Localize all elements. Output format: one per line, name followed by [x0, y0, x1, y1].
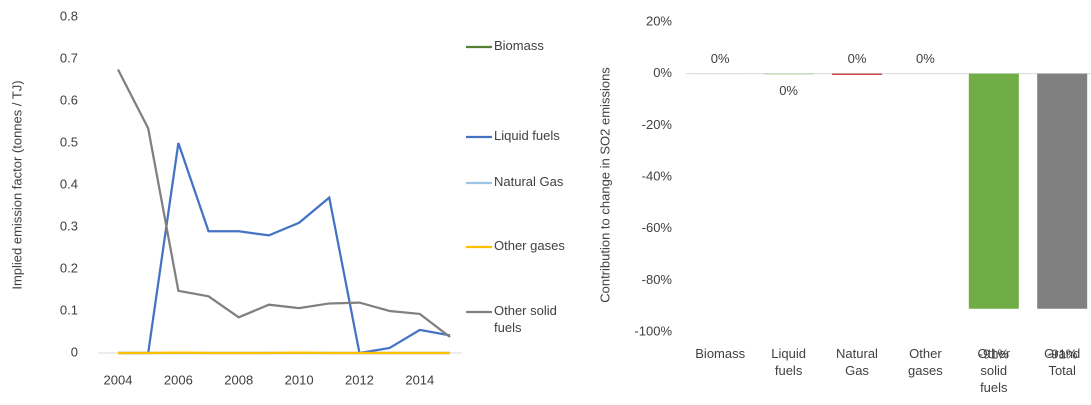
- legend-label: Liquid fuels: [494, 128, 560, 143]
- y-tick-label: -20%: [642, 117, 673, 132]
- x-tick-label: Grand Total: [1044, 346, 1080, 378]
- y-tick-label: 0.2: [60, 260, 78, 275]
- x-tick-label: 2014: [405, 372, 434, 387]
- x-tick-label: Natural Gas: [836, 346, 878, 378]
- legend-label: Biomass: [494, 38, 544, 53]
- line: [116, 68, 451, 338]
- bar: [763, 73, 814, 75]
- bar: [968, 73, 1019, 309]
- value-label: -91%: [1047, 346, 1078, 361]
- x-tick-label: Liquid fuels: [771, 346, 806, 378]
- legend-label: Natural Gas: [494, 174, 564, 189]
- value-label: -91%: [979, 346, 1010, 361]
- y-tick-label: 0.1: [60, 302, 78, 317]
- value-label: 0%: [916, 51, 935, 66]
- x-tick-label: Biomass: [695, 346, 745, 361]
- y-tick-label: -60%: [642, 220, 673, 235]
- value-label: 0%: [711, 51, 730, 66]
- y-tick-label: 0.4: [60, 176, 78, 191]
- y-tick-label: -40%: [642, 168, 673, 183]
- y-tick-label: -100%: [634, 323, 672, 338]
- x-tick-label: 2010: [285, 372, 314, 387]
- legend-label: Other solid fuels: [494, 303, 557, 335]
- y-axis-title: Implied emission factor (tonnes / TJ): [9, 80, 24, 289]
- x-tick-label: Other gases: [908, 346, 943, 378]
- y-tick-label: 0.7: [60, 50, 78, 65]
- y-tick-label: 0: [71, 344, 78, 359]
- y-tick-label: 0.6: [60, 92, 78, 107]
- bar: [1037, 73, 1088, 309]
- value-label: 0%: [848, 51, 867, 66]
- y-tick-label: 0.3: [60, 218, 78, 233]
- y-tick-label: 0.8: [60, 8, 78, 23]
- bar: [832, 73, 882, 75]
- legend-label: Other gases: [494, 238, 565, 253]
- y-axis-title: Contribution to change in SO2 emissions: [597, 67, 612, 303]
- value-label: 0%: [779, 83, 798, 98]
- x-tick-label: 2004: [104, 372, 133, 387]
- x-tick-label: 2006: [164, 372, 193, 387]
- y-tick-label: 20%: [646, 13, 672, 28]
- x-tick-label: 2012: [345, 372, 374, 387]
- y-tick-label: -80%: [642, 272, 673, 287]
- x-tick-label: Other solid fuels: [978, 346, 1011, 395]
- y-tick-label: 0.5: [60, 134, 78, 149]
- line: [118, 142, 451, 355]
- y-tick-label: 0%: [653, 65, 672, 80]
- x-tick-label: 2008: [224, 372, 253, 387]
